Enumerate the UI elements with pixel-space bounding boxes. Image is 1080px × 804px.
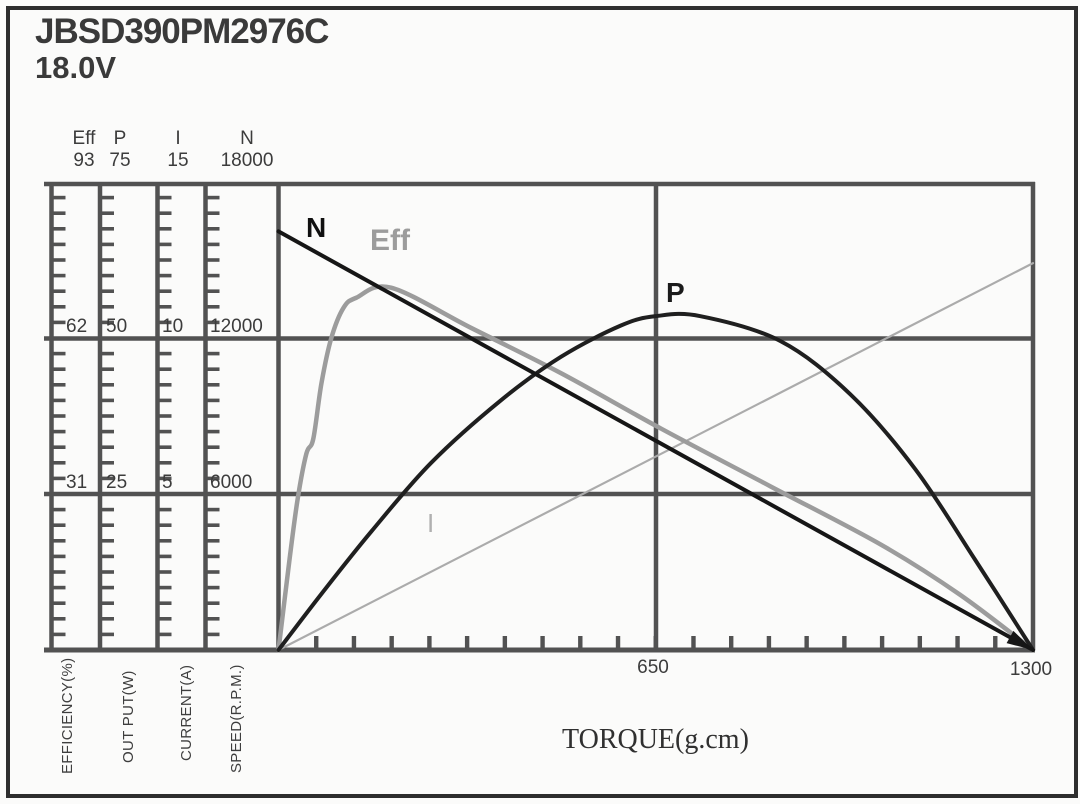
series-n-curve bbox=[276, 229, 1035, 652]
x-tick-650: 650 bbox=[637, 657, 669, 678]
curve-label-speed: N bbox=[306, 212, 327, 243]
tick-current-mid: 10 bbox=[162, 316, 184, 337]
tick-speed-low: 6000 bbox=[210, 472, 253, 493]
tick-current-low: 5 bbox=[162, 472, 173, 493]
n-line-arrowhead bbox=[1006, 630, 1033, 650]
curve-label-power: P bbox=[666, 277, 685, 308]
axis-name-efficiency: Eff bbox=[72, 128, 96, 149]
series-eff-curve bbox=[276, 284, 1036, 653]
y-axis-title-efficiency: EFFICIENCY(%) bbox=[59, 657, 76, 774]
tick-output-mid: 50 bbox=[106, 316, 128, 337]
chart-frame bbox=[6, 6, 1078, 798]
axis-name-current: I bbox=[175, 128, 181, 149]
curve-label-current: I bbox=[427, 508, 435, 538]
tick-efficiency-low: 31 bbox=[66, 472, 88, 493]
x-axis-title: TORQUE(g.cm) bbox=[562, 724, 749, 755]
axis-max-speed: 18000 bbox=[220, 150, 274, 171]
data-curves bbox=[276, 229, 1036, 653]
tick-output-low: 25 bbox=[106, 472, 128, 493]
axis-header-current: I 15 bbox=[138, 128, 218, 172]
axis-header-speed: N 18000 bbox=[207, 128, 287, 172]
x-tick-1300: 1300 bbox=[1009, 659, 1053, 680]
y-axis-title-output: OUT PUT(W) bbox=[120, 670, 137, 763]
series-i-curve bbox=[277, 262, 1035, 652]
axis-max-efficiency: 93 bbox=[73, 150, 95, 171]
voltage-label: 18.0V bbox=[35, 50, 117, 85]
tick-speed-mid: 12000 bbox=[210, 316, 263, 337]
y-axis-title-speed: SPEED(R.P.M.) bbox=[228, 664, 245, 773]
axis-max-output: 75 bbox=[109, 150, 131, 171]
curve-label-efficiency: Eff bbox=[370, 224, 410, 257]
page-title: JBSD390PM2976C bbox=[35, 12, 329, 51]
tick-efficiency-mid: 62 bbox=[66, 316, 88, 337]
axis-header-efficiency: Eff 93 bbox=[44, 128, 124, 172]
axis-name-speed: N bbox=[240, 128, 254, 149]
axis-header-output: P 75 bbox=[80, 128, 160, 172]
y-axis-title-current: CURRENT(A) bbox=[178, 664, 195, 761]
axis-max-current: 15 bbox=[167, 150, 189, 171]
axis-ticks bbox=[52, 195, 998, 650]
axis-name-output: P bbox=[113, 128, 127, 149]
series-p-curve bbox=[276, 311, 1035, 652]
grid-lines bbox=[44, 181, 1036, 653]
